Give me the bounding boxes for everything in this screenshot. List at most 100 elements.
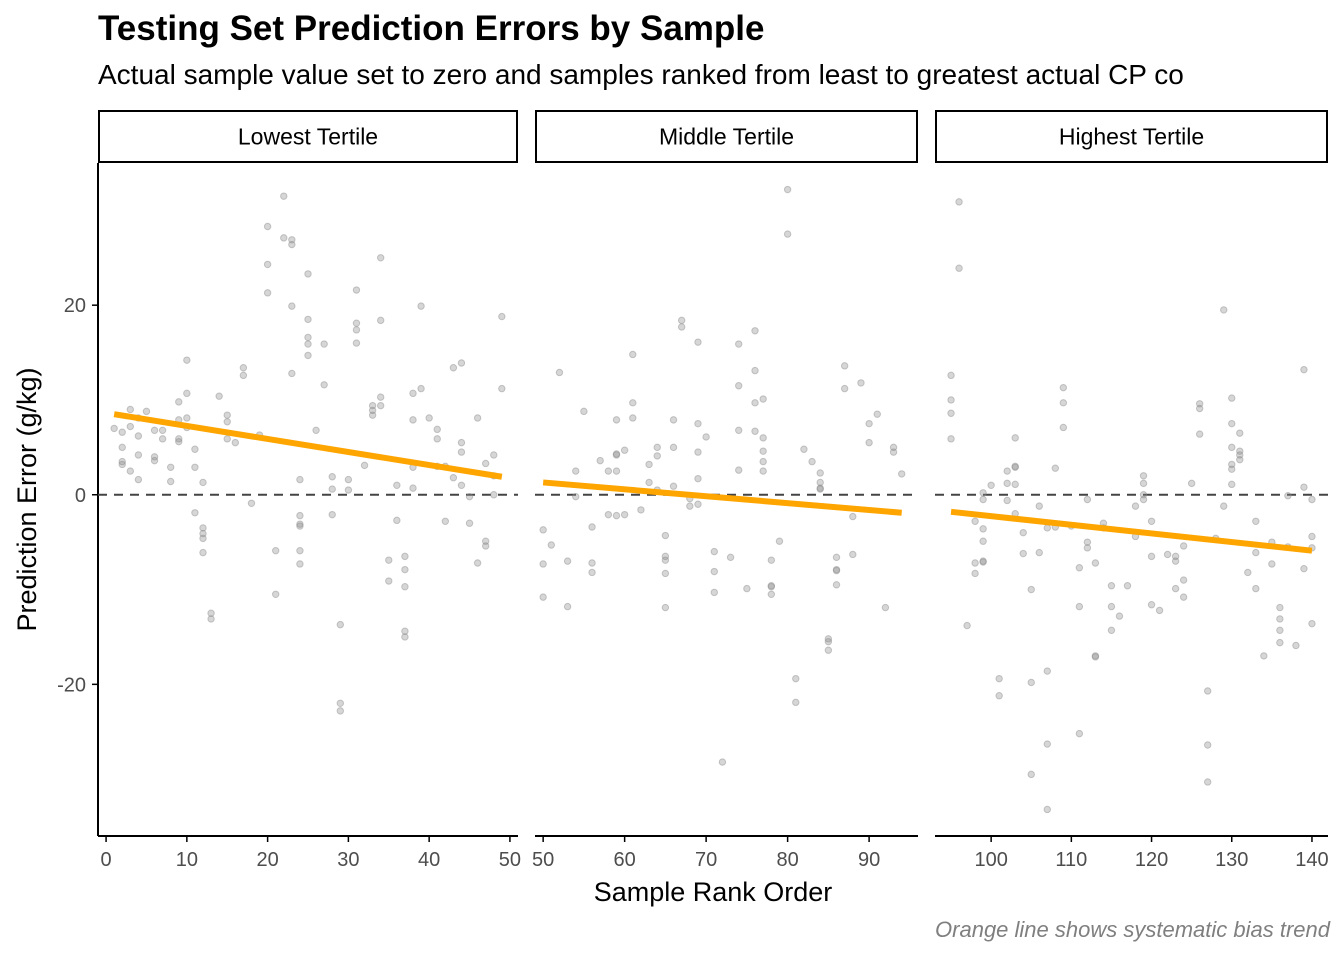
data-point: [465, 492, 474, 501]
data-point: [669, 482, 678, 490]
data-point: [629, 414, 637, 422]
data-point: [110, 424, 118, 433]
x-tick-label: 30: [337, 849, 359, 871]
data-point: [481, 542, 490, 550]
data-point: [191, 445, 199, 453]
data-point: [1187, 479, 1196, 488]
data-point: [539, 593, 547, 601]
x-tick-label: 40: [418, 849, 440, 871]
data-point: [775, 537, 784, 545]
data-point: [134, 475, 143, 484]
data-point: [645, 460, 653, 469]
facet-strip-label: Lowest Tertile: [238, 124, 378, 150]
facet-strip: [935, 110, 1328, 163]
y-axis-title: Prediction Error (g/kg): [12, 367, 42, 631]
chart-title: Testing Set Prediction Errors by Sample: [98, 9, 765, 48]
data-point: [296, 522, 304, 530]
data-point: [1163, 550, 1172, 559]
x-tick-label: 80: [776, 849, 798, 871]
data-point: [1139, 491, 1148, 499]
data-point: [840, 384, 849, 393]
data-point: [304, 340, 312, 348]
x-tick-label: 50: [499, 849, 521, 871]
data-point: [1091, 653, 1100, 661]
data-point: [612, 416, 621, 424]
data-point: [304, 333, 312, 342]
data-point: [1179, 593, 1188, 601]
data-point: [1252, 548, 1260, 557]
data-point: [889, 443, 898, 452]
data-point: [1123, 582, 1132, 590]
data-point: [563, 602, 572, 611]
data-point: [1252, 584, 1260, 593]
data-point: [898, 470, 906, 478]
x-tick-label: 70: [695, 849, 717, 871]
data-point: [726, 553, 735, 562]
data-point: [401, 565, 409, 574]
data-point: [1043, 805, 1051, 814]
data-point: [588, 559, 596, 567]
data-point: [1276, 626, 1284, 635]
data-point: [1179, 542, 1188, 550]
data-point: [473, 559, 482, 567]
data-point: [849, 512, 857, 521]
data-point: [1003, 467, 1011, 475]
data-point: [1236, 451, 1244, 459]
data-point: [604, 510, 613, 519]
data-point: [1228, 394, 1236, 402]
data-point: [401, 633, 409, 641]
data-point: [816, 484, 824, 492]
data-point: [368, 406, 377, 415]
data-point: [1091, 652, 1100, 660]
data-point: [824, 635, 833, 643]
data-point: [183, 356, 191, 364]
data-point: [1011, 480, 1019, 489]
data-point: [433, 425, 441, 434]
data-point: [979, 537, 987, 545]
data-point: [376, 316, 385, 325]
data-point: [995, 674, 1003, 683]
data-point: [498, 312, 506, 321]
chart-caption: Orange line shows systematic bias trend: [935, 917, 1330, 942]
data-point: [457, 359, 466, 367]
x-tick-label: 10: [176, 849, 198, 871]
data-point: [604, 467, 613, 475]
data-point: [1228, 419, 1236, 428]
data-point: [150, 426, 159, 435]
data-point: [1035, 548, 1043, 557]
data-point: [393, 481, 401, 489]
data-point: [767, 582, 776, 590]
data-point: [751, 399, 759, 407]
data-point: [1195, 400, 1204, 408]
data-point: [441, 517, 450, 526]
data-point: [465, 519, 474, 527]
data-point: [1228, 443, 1236, 452]
data-point: [1059, 383, 1068, 392]
data-point: [759, 434, 767, 442]
data-point: [199, 478, 207, 487]
data-point: [1284, 492, 1292, 500]
data-point: [223, 435, 231, 443]
data-point: [1131, 502, 1140, 510]
data-point: [376, 401, 385, 410]
data-point: [792, 698, 800, 707]
y-tick-label: 0: [75, 485, 86, 507]
data-point: [150, 456, 159, 465]
data-point: [1228, 460, 1236, 469]
data-point: [767, 583, 776, 591]
data-point: [352, 286, 361, 294]
data-point: [481, 537, 490, 545]
data-point: [979, 525, 987, 533]
data-point: [1195, 430, 1204, 438]
data-point: [1220, 502, 1228, 510]
data-point: [433, 435, 441, 443]
data-point: [352, 319, 361, 327]
data-point: [710, 588, 718, 597]
data-point: [979, 558, 987, 566]
data-point: [612, 450, 621, 458]
data-point: [401, 627, 409, 635]
data-point: [596, 456, 604, 465]
data-point: [199, 529, 207, 538]
data-point: [223, 418, 231, 426]
data-point: [191, 509, 199, 517]
